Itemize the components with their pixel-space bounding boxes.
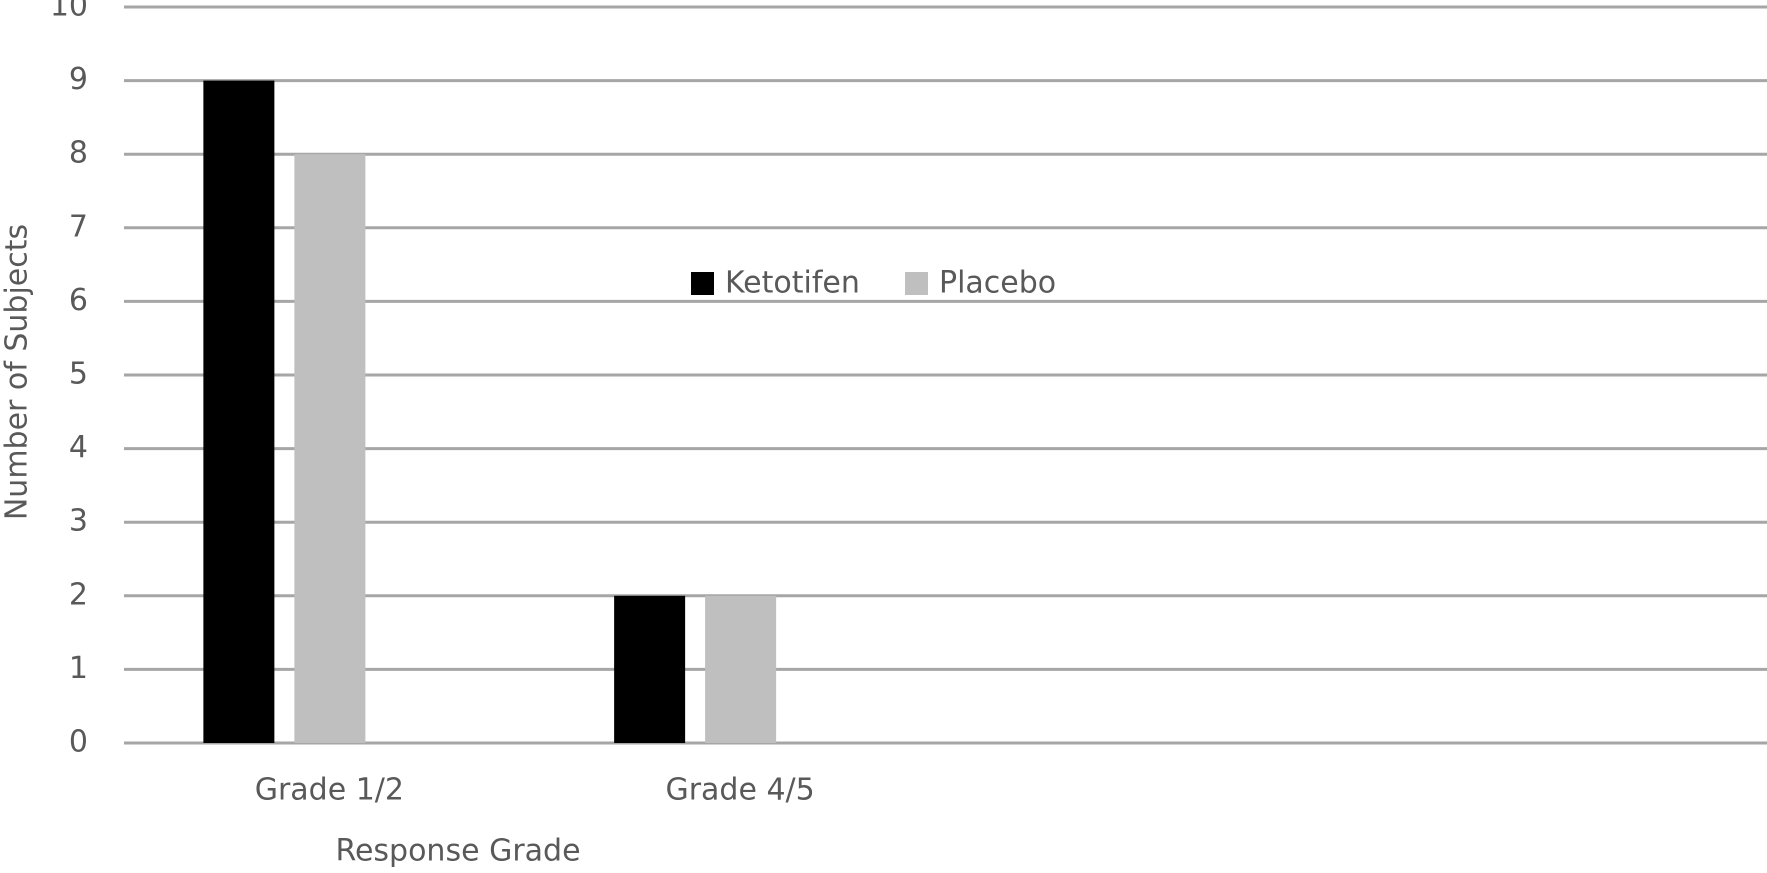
y-tick-label: 3 xyxy=(69,504,88,539)
bar xyxy=(705,595,777,743)
y-tick-label: 7 xyxy=(69,209,88,244)
bar xyxy=(203,80,275,744)
legend-swatch xyxy=(905,272,928,295)
bar xyxy=(614,595,686,743)
x-tick-label: Grade 4/5 xyxy=(665,773,814,808)
legend-swatch xyxy=(691,272,714,295)
y-tick-label: 2 xyxy=(69,577,88,612)
legend-label: Ketotifen xyxy=(725,266,860,301)
x-axis-title: Response Grade xyxy=(335,834,580,869)
y-tick-label: 9 xyxy=(69,62,88,97)
y-tick-label: 6 xyxy=(69,283,88,318)
y-tick-label: 0 xyxy=(69,725,88,760)
y-tick-label: 8 xyxy=(69,136,88,171)
y-axis-title: Number of Subjects xyxy=(0,224,35,520)
y-tick-label: 5 xyxy=(69,357,88,392)
x-tick-label: Grade 1/2 xyxy=(255,773,404,808)
y-tick-label: 4 xyxy=(69,430,88,465)
y-tick-label: 10 xyxy=(50,0,88,24)
bar xyxy=(294,154,366,743)
y-tick-label: 1 xyxy=(69,651,88,686)
legend-label: Placebo xyxy=(939,266,1056,301)
